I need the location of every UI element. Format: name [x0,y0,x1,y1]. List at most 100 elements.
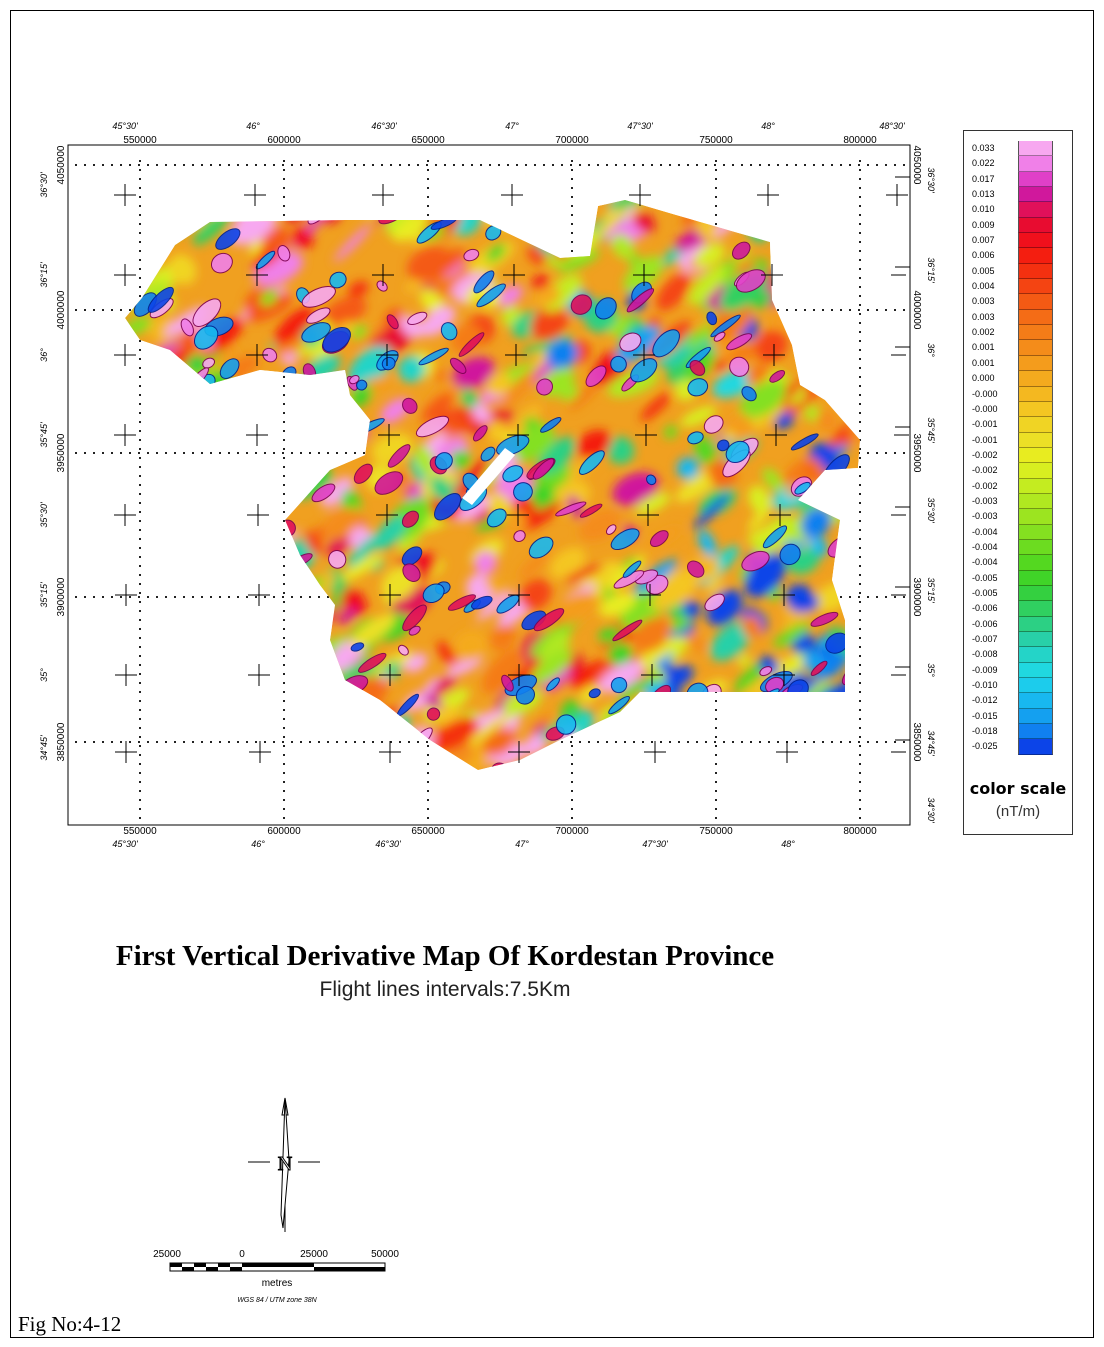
graticule-cross [376,344,398,366]
legend-entry: -0.005 [964,570,1072,586]
legend-swatch [1018,616,1053,632]
legend-swatch [1018,739,1053,755]
graticule-cross [629,184,651,206]
map-neatline [67,144,911,826]
legend-entry: -0.009 [964,662,1072,679]
northing-label-left: 4050000 [56,145,67,184]
page-frame [10,10,1094,1338]
easting-label-bottom: 550000 [123,826,157,837]
graticule-cross [378,424,400,446]
graticule-cross [114,344,136,366]
graticule-cross [114,424,136,446]
legend-entry: 0.001 [964,340,1072,356]
legend-entry-label: 0.003 [972,311,995,322]
legend-entry-label: 0.009 [972,219,995,230]
graticule-cross [379,741,401,763]
legend-swatch [1018,417,1053,433]
latitude-label-right: 36°15' [926,257,936,283]
legend-entry-label: -0.018 [972,726,998,737]
legend-entry-label: 0.000 [972,373,995,384]
legend-entry-label: -0.007 [972,634,998,644]
legend-entry-label: 0.013 [972,189,995,200]
legend-entry-label: -0.004 [972,541,998,552]
graticule-cross [501,184,523,206]
easting-label-bottom: 700000 [555,826,589,837]
graticule-cross [639,584,661,606]
northing-label-left: 4000000 [56,290,67,329]
legend-entry: -0.002 [964,447,1072,464]
easting-label-bottom: 800000 [843,826,877,837]
legend-swatch [1018,355,1053,372]
legend-swatch [1018,647,1053,663]
graticule-cross [248,664,270,686]
figure-label: Fig No:4-12 [18,1312,122,1336]
latitude-label-left: 35°45' [39,422,49,448]
longitude-label-top: 47°30' [627,121,653,131]
legend-swatch [1018,432,1053,448]
legend-entry-label: -0.002 [972,449,998,460]
legend-title: color scale [969,779,1067,798]
legend-entry: 0.002 [964,325,1072,341]
legend-swatch [1018,509,1053,525]
north-arrow: N [248,1097,320,1232]
legend-unit: (nT/m) [995,803,1041,820]
longitude-label-bottom: 47°30' [642,839,668,849]
longitude-label-bottom: 47° [515,839,529,849]
northing-label-left: 3850000 [56,722,67,761]
legend-entry-label: -0.004 [972,557,998,568]
legend-entry: -0.015 [964,708,1072,725]
legend-swatch [1018,662,1053,679]
latitude-label-right: 35°15' [926,577,936,603]
legend-entry: -0.004 [964,539,1072,556]
legend-swatch [1018,156,1053,172]
legend-entry-label: 0.003 [972,296,995,307]
legend-entry-label: -0.012 [972,695,998,706]
northing-label-left: 3950000 [56,433,67,472]
legend-swatch [1018,340,1053,356]
legend-entry: -0.001 [964,432,1072,448]
legend-swatch [1018,171,1053,188]
north-label: N [278,1153,292,1175]
legend-entry-label: -0.015 [972,710,998,721]
scale-label-1: 0 [239,1249,245,1260]
graticule-cross [114,264,136,286]
legend-entry-label: 0.017 [972,173,995,184]
legend-swatch [1018,493,1053,510]
legend-entry-label: -0.004 [972,526,998,537]
graticule-cross [769,504,791,526]
latitude-label-right: 36°30' [926,167,936,193]
legend-entry: 0.006 [964,248,1072,264]
graticule-cross [886,184,908,206]
graticule-cross [507,424,529,446]
graticule-cross [508,741,530,763]
legend-swatch [1018,325,1053,341]
legend-entry-label: -0.003 [972,511,998,522]
easting-label-top: 650000 [411,135,445,146]
legend-entry: -0.000 [964,386,1072,402]
latitude-label-right: 35°30' [926,497,936,523]
legend-entry: 0.022 [964,156,1072,172]
legend-swatch [1018,202,1053,218]
legend-swatch [1018,447,1053,464]
easting-label-bottom: 650000 [411,826,445,837]
easting-label-top: 800000 [843,135,877,146]
legend-entry: 0.003 [964,309,1072,326]
legend-swatch [1018,478,1053,494]
graticule-cross [115,584,137,606]
northing-label-left: 3900000 [56,577,67,616]
legend-entry: 0.033 [964,141,1072,157]
legend-swatch [1018,386,1053,402]
latitude-label-left: 34°45' [39,735,49,761]
legend-entry: -0.002 [964,463,1072,479]
latitude-label-left: 36°15' [39,262,49,288]
graticule-cross [249,741,271,763]
legend-entry-label: -0.000 [972,388,998,399]
map-subtitle: Flight lines intervals:7.5Km [319,978,571,1001]
latitude-label-left: 35° [39,668,49,682]
color-scale-legend: 0.033 0.022 0.017 0.013 0.010 0.009 0.007 0.006… [963,130,1073,835]
legend-entry-label: 0.004 [972,281,995,292]
legend-swatch [1018,187,1053,203]
legend-swatch [1018,263,1053,280]
graticule-cross [644,741,666,763]
